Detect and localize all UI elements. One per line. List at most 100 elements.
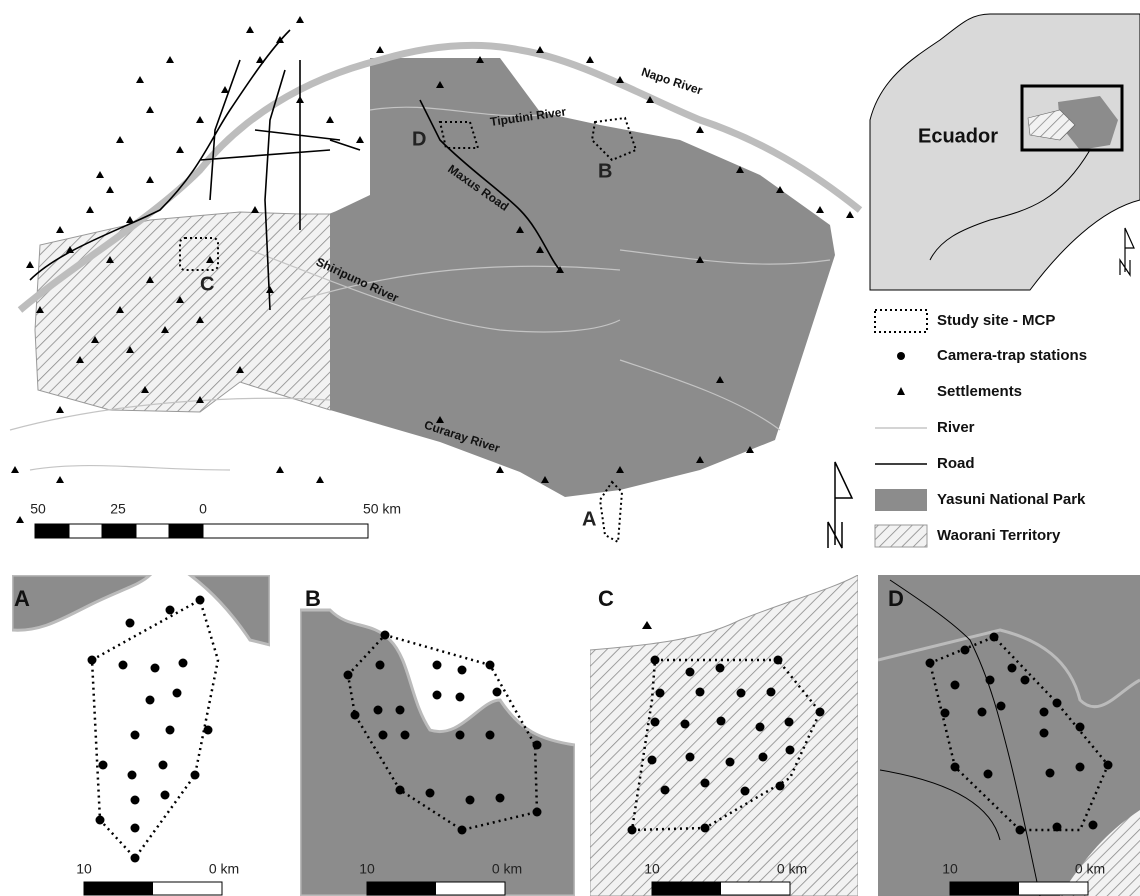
site-label: D [412,128,426,150]
settlement [276,36,284,43]
scale-bar [367,882,436,895]
camera-trap-station [457,665,467,675]
camera-trap-station [130,730,140,740]
settlement [536,46,544,53]
camera-trap-station [815,707,825,717]
settlement [236,366,244,373]
settlement [146,276,154,283]
panel-b [300,608,575,896]
camera-trap-station [660,785,670,795]
camera-trap-station [766,687,776,697]
site-outline [590,116,638,162]
settlement [536,246,544,253]
camera-trap-station [203,725,213,735]
camera-trap-station [650,717,660,727]
settlement [166,56,174,63]
settlement [251,206,259,213]
camera-trap-station [495,793,505,803]
camera-trap-station [685,667,695,677]
settlement [696,456,704,463]
scale-label: 10 [644,861,660,877]
camera-trap-station [130,795,140,805]
camera-trap-station [130,823,140,833]
camera-trap-station [455,730,465,740]
settlement [541,476,549,483]
camera-trap-station [785,745,795,755]
camera-trap-station [700,778,710,788]
camera-trap-station [87,655,97,665]
settlement [516,226,524,233]
settlement [206,256,214,263]
camera-trap-station [1039,728,1049,738]
legend-item: Yasuni National Park [937,491,1086,508]
settlement [56,226,64,233]
camera-trap-station [178,658,188,668]
settlement [246,26,254,33]
settlement [256,56,264,63]
camera-trap-station [977,707,987,717]
camera-trap-station [1020,675,1030,685]
camera-trap-station [190,770,200,780]
settlement [176,296,184,303]
inset-map: Ecuador [869,12,1140,291]
camera-trap-station [1007,663,1017,673]
camera-trap-station [985,675,995,685]
camera-trap-station [996,701,1006,711]
settlement [141,386,149,393]
river [17,41,863,313]
settlement [776,186,784,193]
settlement [736,166,744,173]
settlement [221,86,229,93]
camera-trap-station [532,807,542,817]
settlement [66,246,74,253]
camera-trap-station [465,795,475,805]
settlement [126,216,134,223]
panel-label: D [888,586,904,611]
camera-trap-station [685,752,695,762]
settlement [11,466,19,473]
settlement [816,206,824,213]
site-outline [438,121,480,149]
settlement [136,76,144,83]
camera-trap-station [375,660,385,670]
site-label: A [582,508,596,530]
settlement [716,376,724,383]
camera-trap-station [485,660,495,670]
settlement [196,396,204,403]
camera-trap-station [650,655,660,665]
settlement [696,256,704,263]
panel-label: C [598,586,614,611]
country [869,13,1140,291]
site-outline [598,480,624,544]
country-label: Ecuador [918,125,998,147]
camera-trap-station [784,717,794,727]
settlement [196,316,204,323]
inset-park [1058,96,1118,150]
camera-trap-station [655,688,665,698]
camera-trap-station [145,695,155,705]
legend: Study site - MCP Camera-trap stations Se… [874,309,1087,548]
inset-territory [1027,109,1076,141]
settlement [196,116,204,123]
camera-trap-station [492,687,502,697]
north-arrow [827,461,854,549]
settlement [106,186,114,193]
settlement [376,46,384,53]
camera-trap-station [195,595,205,605]
camera-trap-station [1103,760,1113,770]
camera-trap-station [715,663,725,673]
settlement [476,56,484,63]
camera-trap-station [716,716,726,726]
camera-trap-station [532,740,542,750]
scale-label: 10 [942,861,958,877]
panel-a [12,575,270,647]
camera-trap-station [95,815,105,825]
settlement [96,171,104,178]
camera-trap-station [150,663,160,673]
settlement [36,306,44,313]
settlement [356,136,364,143]
panel-label: B [305,586,321,611]
scale-label: 10 [359,861,375,877]
legend-item: Study site - MCP [937,312,1055,329]
